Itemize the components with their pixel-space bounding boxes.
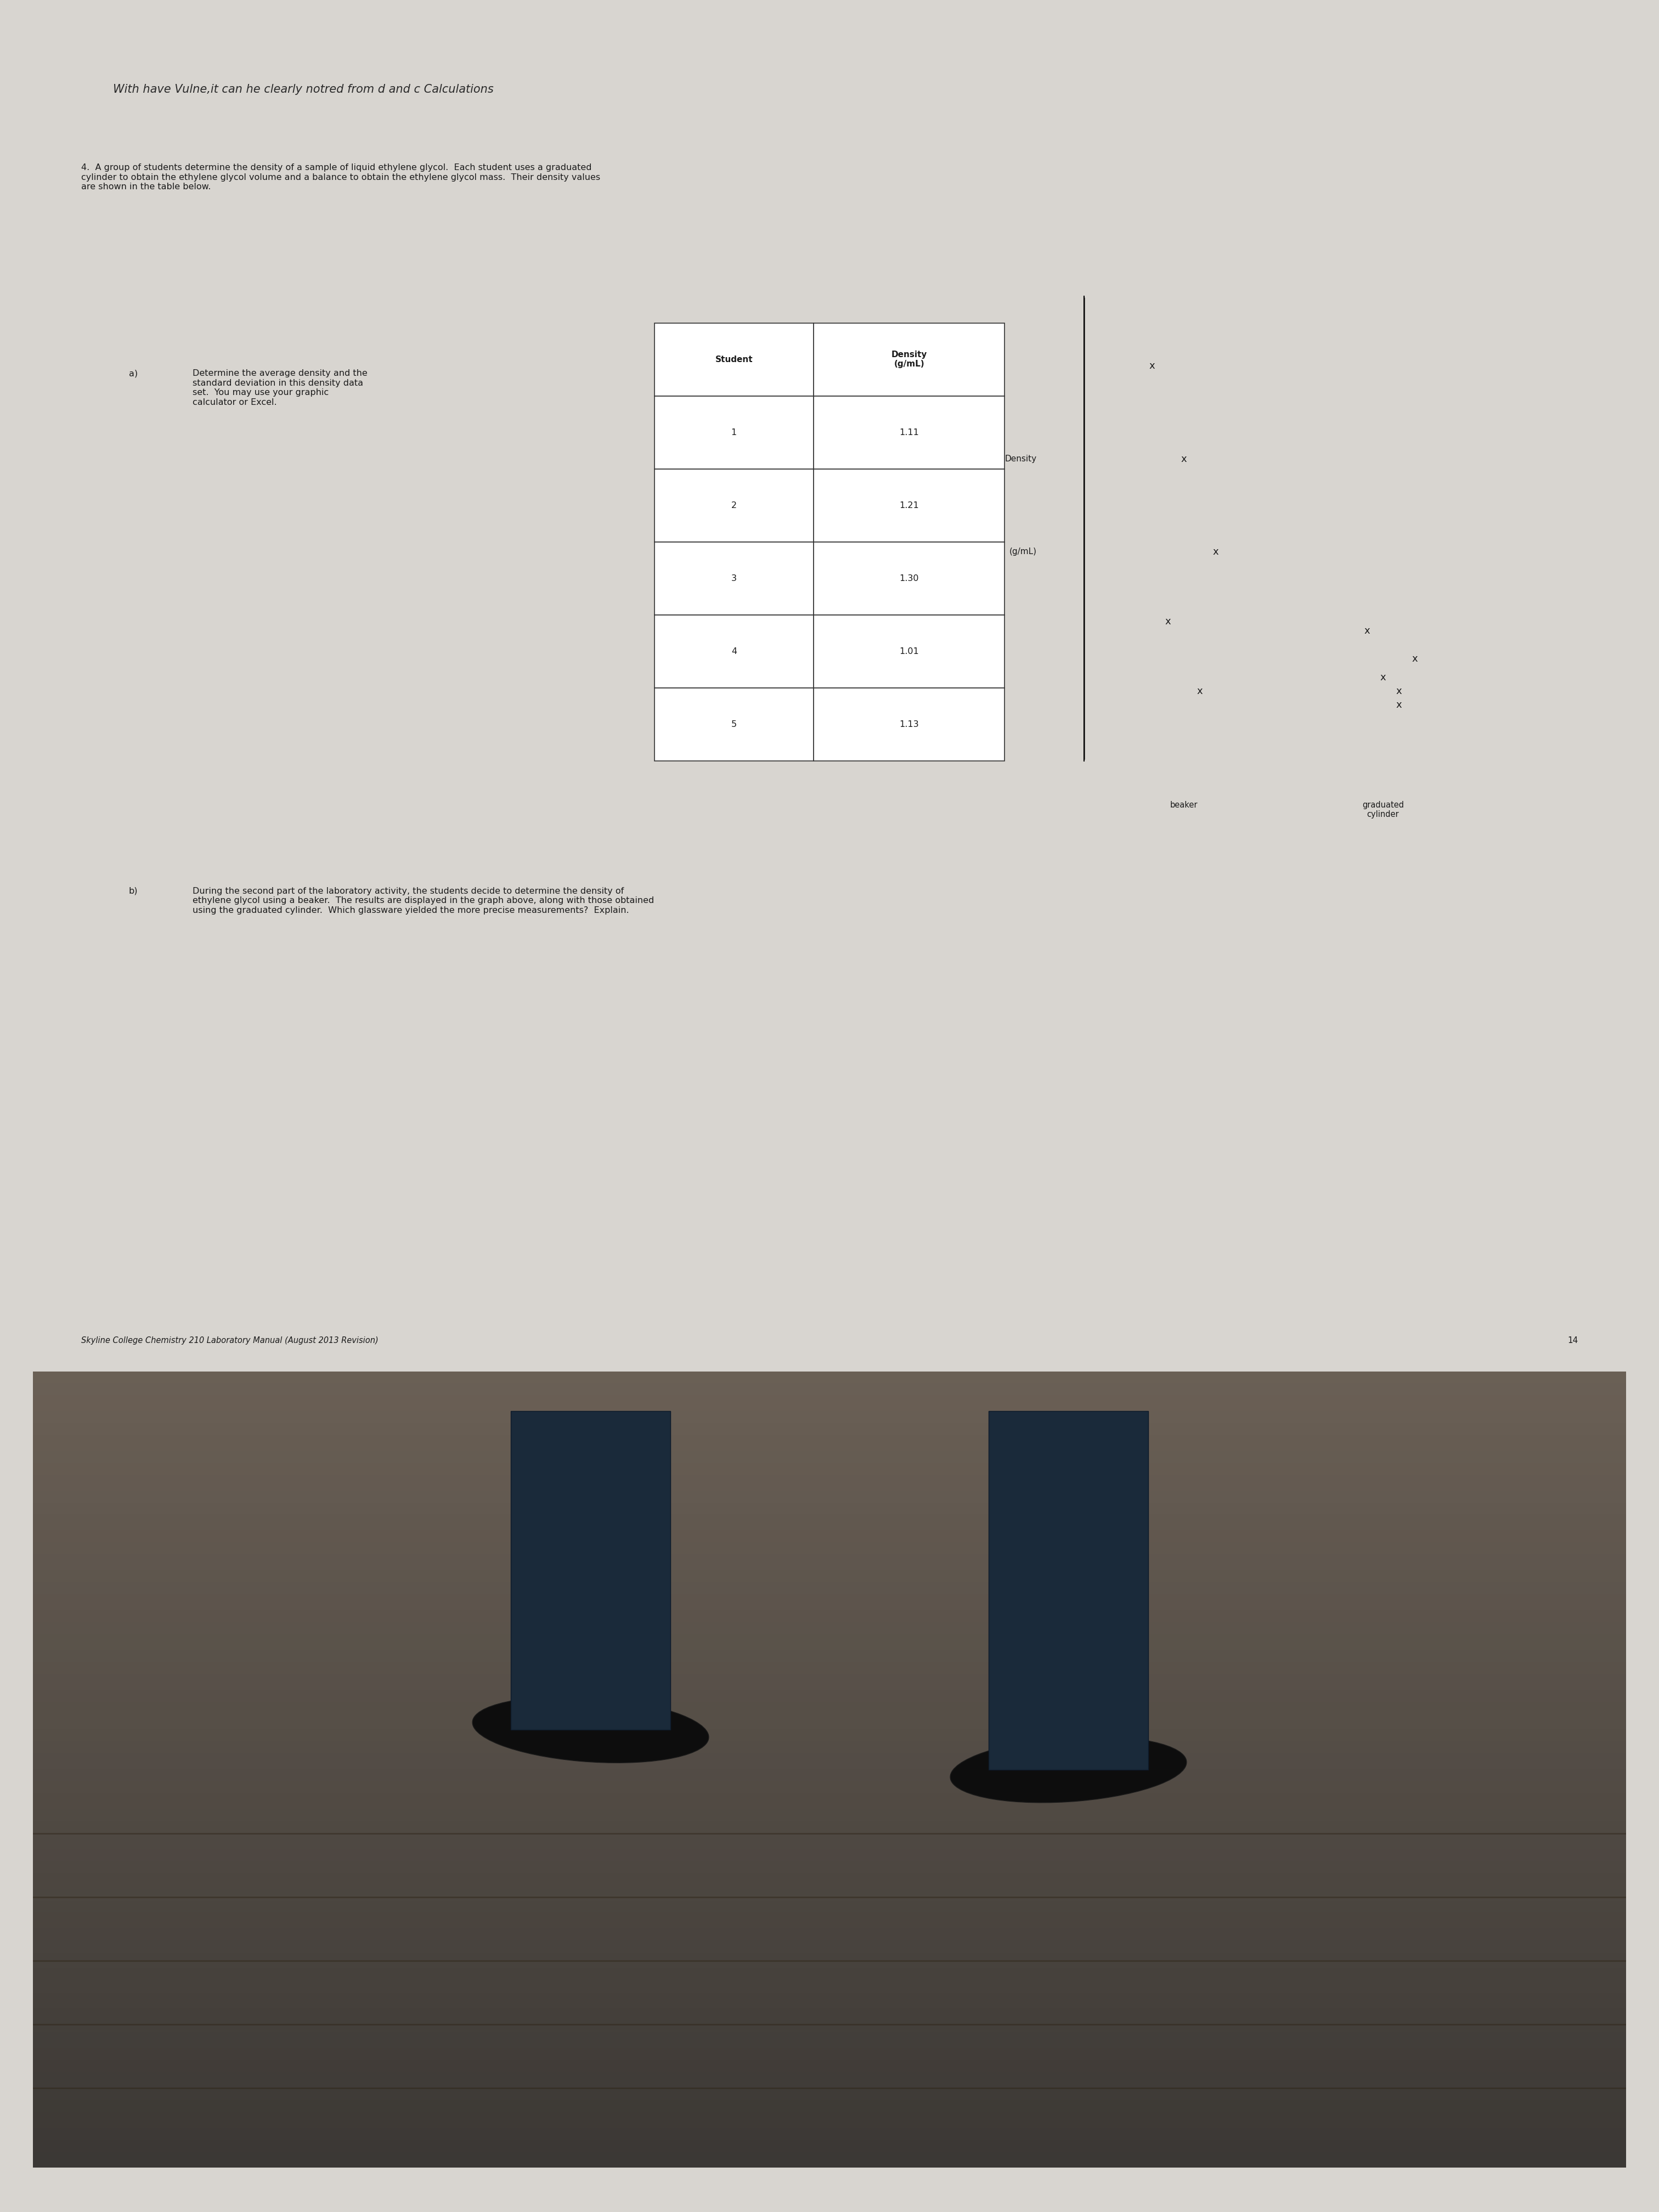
Text: x: x — [1181, 453, 1186, 465]
Text: x: x — [1165, 617, 1171, 626]
Text: 4: 4 — [732, 648, 737, 655]
Text: 3: 3 — [732, 575, 737, 582]
Text: b): b) — [129, 887, 138, 896]
Bar — [813, 323, 1005, 396]
Bar — [813, 688, 1005, 761]
Ellipse shape — [951, 1736, 1186, 1803]
Text: 1.11: 1.11 — [899, 429, 919, 436]
Text: a): a) — [129, 369, 138, 378]
Text: graduated
cylinder: graduated cylinder — [1362, 801, 1404, 818]
Text: (g/mL): (g/mL) — [1009, 549, 1037, 555]
Bar — [654, 688, 813, 761]
Bar — [813, 469, 1005, 542]
Bar — [654, 469, 813, 542]
Bar — [511, 1411, 670, 1730]
Text: 1: 1 — [732, 429, 737, 436]
Text: 1.01: 1.01 — [899, 648, 919, 655]
Bar — [989, 1411, 1148, 1770]
Text: 4.  A group of students determine the density of a sample of liquid ethylene gly: 4. A group of students determine the den… — [81, 164, 601, 190]
Text: During the second part of the laboratory activity, the students decide to determ: During the second part of the laboratory… — [192, 887, 654, 914]
Bar — [654, 323, 813, 396]
Bar — [654, 542, 813, 615]
Text: x: x — [1364, 626, 1370, 635]
Text: x: x — [1150, 361, 1155, 372]
Text: Student: Student — [715, 356, 753, 363]
Bar — [654, 615, 813, 688]
Bar — [813, 615, 1005, 688]
Text: Determine the average density and the
standard deviation in this density data
se: Determine the average density and the st… — [192, 369, 367, 407]
Text: 1.21: 1.21 — [899, 502, 919, 509]
Text: Density
(g/mL): Density (g/mL) — [891, 349, 927, 369]
Text: With have Vulne,it can he clearly notred from d and c Calculations: With have Vulne,it can he clearly notred… — [113, 84, 493, 95]
Text: x: x — [1213, 546, 1219, 557]
Text: Skyline College Chemistry 210 Laboratory Manual (August 2013 Revision): Skyline College Chemistry 210 Laboratory… — [81, 1336, 378, 1345]
Text: x: x — [1196, 686, 1203, 697]
Text: 5: 5 — [732, 721, 737, 728]
Ellipse shape — [473, 1697, 708, 1763]
Text: Density: Density — [1005, 456, 1037, 462]
Bar — [813, 396, 1005, 469]
Text: x: x — [1380, 672, 1385, 681]
Text: x: x — [1395, 686, 1402, 697]
Text: x: x — [1395, 701, 1402, 710]
Bar — [654, 396, 813, 469]
Text: 2: 2 — [732, 502, 737, 509]
Text: 1.13: 1.13 — [899, 721, 919, 728]
Text: x: x — [1412, 655, 1418, 664]
Text: beaker: beaker — [1170, 801, 1198, 810]
Text: 1.30: 1.30 — [899, 575, 919, 582]
Text: 14: 14 — [1568, 1336, 1578, 1345]
Bar — [813, 542, 1005, 615]
